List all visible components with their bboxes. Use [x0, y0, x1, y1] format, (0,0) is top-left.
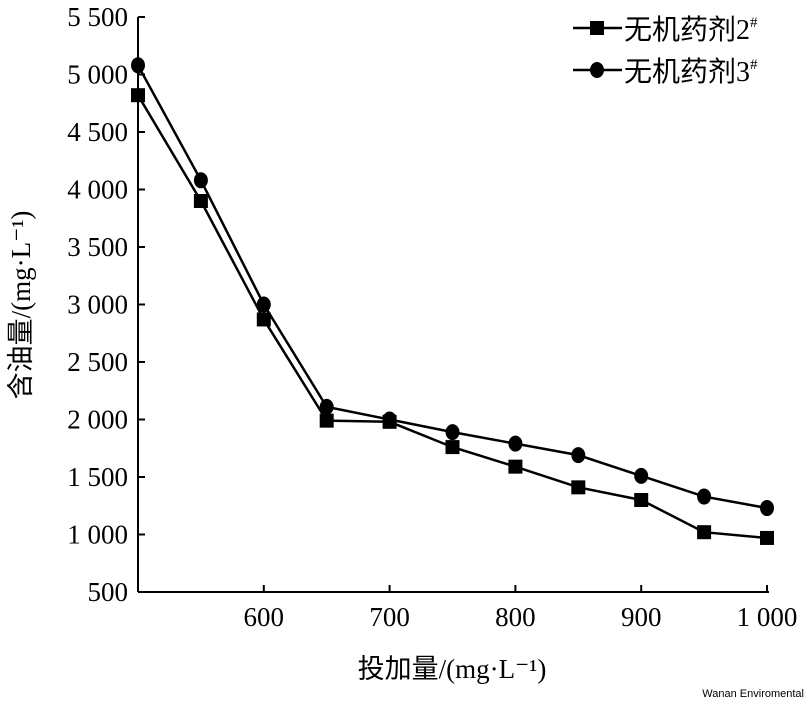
series-group [131, 57, 774, 545]
legend-superscript: # [750, 57, 758, 73]
series-1 [131, 88, 774, 545]
data-point [131, 57, 145, 73]
legend-label: 无机药剂2# [624, 14, 758, 46]
x-tick-label: 900 [621, 602, 662, 632]
data-point [634, 493, 648, 507]
y-tick-label: 3 500 [67, 232, 128, 262]
legend-label: 无机药剂3# [624, 56, 758, 88]
y-axis-label: 含油量/(mg·L⁻¹) [6, 211, 36, 400]
data-point [634, 468, 648, 484]
data-point [383, 412, 397, 428]
x-tick-label: 700 [369, 602, 410, 632]
data-point [571, 480, 585, 494]
legend-marker [590, 62, 604, 78]
y-tick-label: 2 000 [67, 405, 128, 435]
y-tick-label: 4 000 [67, 175, 128, 205]
legend-superscript: # [750, 15, 758, 31]
y-tick-label: 5 500 [67, 2, 128, 32]
legend: 无机药剂2# 无机药剂3# [573, 14, 758, 88]
data-point [446, 440, 460, 454]
data-point [760, 531, 774, 545]
x-tick-label: 600 [244, 602, 285, 632]
data-point [194, 194, 208, 208]
data-point [257, 297, 271, 313]
series-line [138, 95, 767, 538]
data-point [131, 88, 145, 102]
x-axis-label: 投加量/(mg·L⁻¹) [358, 654, 547, 684]
legend-item: 无机药剂3# [573, 56, 758, 88]
y-tick-label: 1 000 [67, 520, 128, 550]
y-tick-label: 500 [88, 577, 129, 607]
data-point [697, 525, 711, 539]
legend-marker [590, 21, 604, 35]
y-tick-label: 1 500 [67, 462, 128, 492]
data-point [320, 399, 334, 415]
watermark: Wanan Enviromental [702, 688, 804, 700]
data-point [194, 172, 208, 188]
data-point [760, 500, 774, 516]
data-point [320, 414, 334, 428]
data-point [571, 447, 585, 463]
data-point [446, 424, 460, 440]
data-point [697, 489, 711, 505]
y-tick-label: 2 500 [67, 347, 128, 377]
x-tick-label: 1 000 [737, 602, 798, 632]
y-tick-label: 5 000 [67, 60, 128, 90]
y-tick-label: 3 000 [67, 290, 128, 320]
data-point [508, 436, 522, 452]
y-tick-label: 4 500 [67, 117, 128, 147]
axes [138, 17, 769, 592]
data-point [508, 460, 522, 474]
legend-item: 无机药剂2# [573, 14, 758, 46]
x-tick-label: 800 [495, 602, 536, 632]
